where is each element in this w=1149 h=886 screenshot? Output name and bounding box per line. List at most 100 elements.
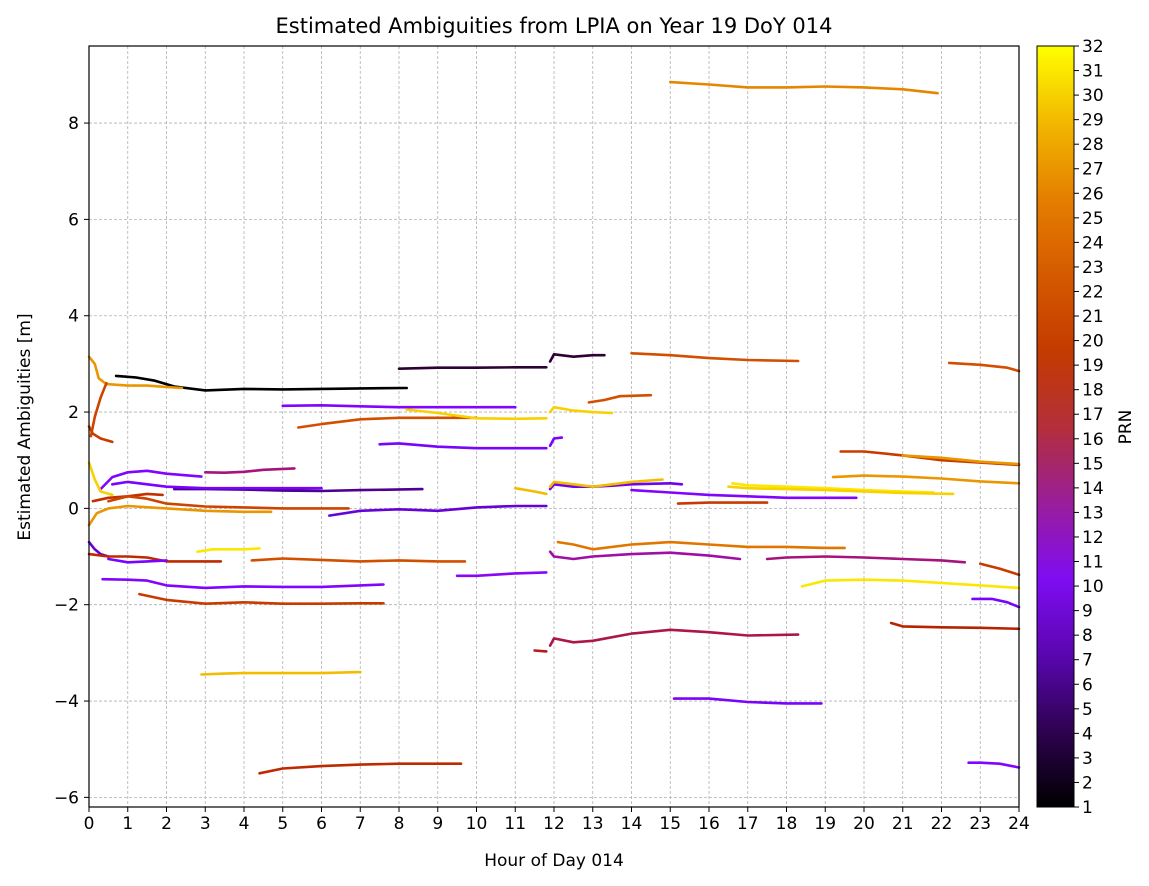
x-tick-label: 16 [698, 814, 720, 834]
series-line-prn-9 [281, 403, 517, 409]
colorbar-tick-label: 4 [1082, 724, 1093, 744]
x-tick-label: 7 [355, 814, 366, 834]
colorbar-tick-label: 23 [1082, 258, 1104, 278]
series-line-prn-30 [727, 485, 955, 496]
colorbar-tick-label: 27 [1082, 160, 1104, 180]
colorbar-tick-label: 3 [1082, 749, 1093, 769]
colorbar-tick-label: 24 [1082, 233, 1104, 253]
x-tick-label: 18 [776, 814, 798, 834]
colorbar-tick-label: 18 [1082, 381, 1104, 401]
colorbar-tick-label: 25 [1082, 209, 1104, 229]
y-tick-label: 8 [68, 114, 79, 134]
x-tick-label: 12 [543, 814, 565, 834]
colorbar-tick-label: 10 [1082, 577, 1104, 597]
x-axis-ticks: 0 1 2 3 4 5 6 7 8 9 10 11 12 13 14 15 16 17 18 19 20 21 22 23 24 [84, 807, 1030, 834]
colorbar-tick-label: 5 [1082, 700, 1093, 720]
x-tick-label: 23 [969, 814, 991, 834]
series-line-prn-2 [397, 365, 548, 371]
series-line-prn-27 [87, 355, 184, 390]
series-line-prn-27 [831, 474, 1021, 485]
x-tick-label: 20 [853, 814, 875, 834]
series-line-prn-8 [111, 480, 323, 490]
x-tick-label: 19 [814, 814, 836, 834]
series-line-prn-18 [258, 762, 463, 775]
x-tick-label: 0 [84, 814, 95, 834]
series-line-prn-14 [204, 467, 296, 475]
series-line-prn-22 [296, 416, 478, 429]
colorbar-tick-label: 26 [1082, 184, 1104, 204]
colorbar-tick-label: 11 [1082, 553, 1104, 573]
series-line-prn-20 [676, 501, 769, 505]
series-line-prn-8 [971, 597, 1021, 609]
x-tick-label: 24 [1008, 814, 1030, 834]
x-tick-label: 10 [466, 814, 488, 834]
series-line-prn-25 [556, 540, 846, 551]
x-tick-label: 1 [122, 814, 133, 834]
series-line-prn-8 [378, 442, 548, 450]
series-line-prn-9 [99, 469, 203, 491]
colorbar-label: PRN [1116, 410, 1136, 445]
x-tick-label: 15 [659, 814, 681, 834]
colorbar-tick-label: 32 [1082, 37, 1104, 57]
series-line-prn-9 [967, 761, 1021, 769]
grid [88, 46, 1020, 807]
series-line-prn-6 [327, 504, 548, 517]
colorbar-tick-label: 12 [1082, 528, 1104, 548]
y-tick-label: −4 [54, 692, 79, 712]
colorbar-tick-label: 6 [1082, 675, 1093, 695]
y-tick-label: −2 [54, 596, 79, 616]
series-line-prn-15 [548, 628, 800, 647]
chart-title: Estimated Ambiguities from LPIA on Year … [276, 14, 833, 38]
series-line-prn-22 [630, 351, 800, 363]
series-line-prn-8 [107, 557, 168, 564]
series-line-prn-9 [630, 488, 858, 500]
series-line-prn-10 [455, 571, 548, 578]
x-tick-label: 9 [432, 814, 443, 834]
series-line-prn-30 [548, 405, 614, 415]
series-line-prn-30 [87, 461, 114, 497]
colorbar-tick-label: 22 [1082, 282, 1104, 302]
colorbar-tick-label: 15 [1082, 454, 1104, 474]
series-line-prn-20 [138, 592, 385, 606]
series-line-prn-31 [196, 547, 261, 554]
series-line-prn-31 [730, 481, 936, 494]
colorbar-tick-label: 14 [1082, 479, 1104, 499]
colorbar-tick-label: 29 [1082, 111, 1104, 131]
colorbar-tick-label: 13 [1082, 503, 1104, 523]
series-line-prn-22 [250, 557, 467, 563]
series-line-prn-21 [107, 494, 350, 510]
colorbar-tick-label: 2 [1082, 773, 1093, 793]
series-line-prn-27 [901, 454, 1021, 466]
series-line-prn-8 [548, 436, 564, 448]
y-tick-label: 2 [68, 403, 79, 423]
series-line-prn-17 [889, 621, 1021, 631]
y-tick-label: −6 [54, 788, 79, 808]
series-line-prn-9 [101, 577, 385, 590]
y-tick-label: 0 [68, 499, 79, 519]
x-tick-label: 6 [316, 814, 327, 834]
x-tick-label: 3 [200, 814, 211, 834]
series-line-prn-8 [672, 697, 823, 705]
y-tick-label: 6 [68, 210, 79, 230]
colorbar-tick-label: 31 [1082, 62, 1104, 82]
x-tick-label: 11 [504, 814, 526, 834]
x-tick-label: 8 [394, 814, 405, 834]
series-line-prn-18 [87, 552, 223, 563]
colorbar-tick-label: 28 [1082, 135, 1104, 155]
series-line-prn-29 [200, 670, 362, 676]
x-tick-label: 17 [737, 814, 759, 834]
colorbar-tick-label: 9 [1082, 602, 1093, 622]
x-tick-label: 5 [277, 814, 288, 834]
series-line-prn-27 [87, 504, 273, 527]
colorbar-tick-label: 17 [1082, 405, 1104, 425]
y-tick-label: 4 [68, 307, 79, 327]
colorbar-tick-label: 21 [1082, 307, 1104, 327]
series-layer [87, 80, 1021, 775]
series-line-prn-26 [668, 80, 939, 95]
series-line-prn-22 [587, 393, 653, 404]
colorbar-tick-label: 8 [1082, 626, 1093, 646]
colorbar [1036, 45, 1075, 808]
series-line-prn-1 [114, 374, 409, 392]
x-tick-label: 14 [621, 814, 643, 834]
y-axis-label: Estimated Ambiguities [m] [15, 313, 35, 540]
